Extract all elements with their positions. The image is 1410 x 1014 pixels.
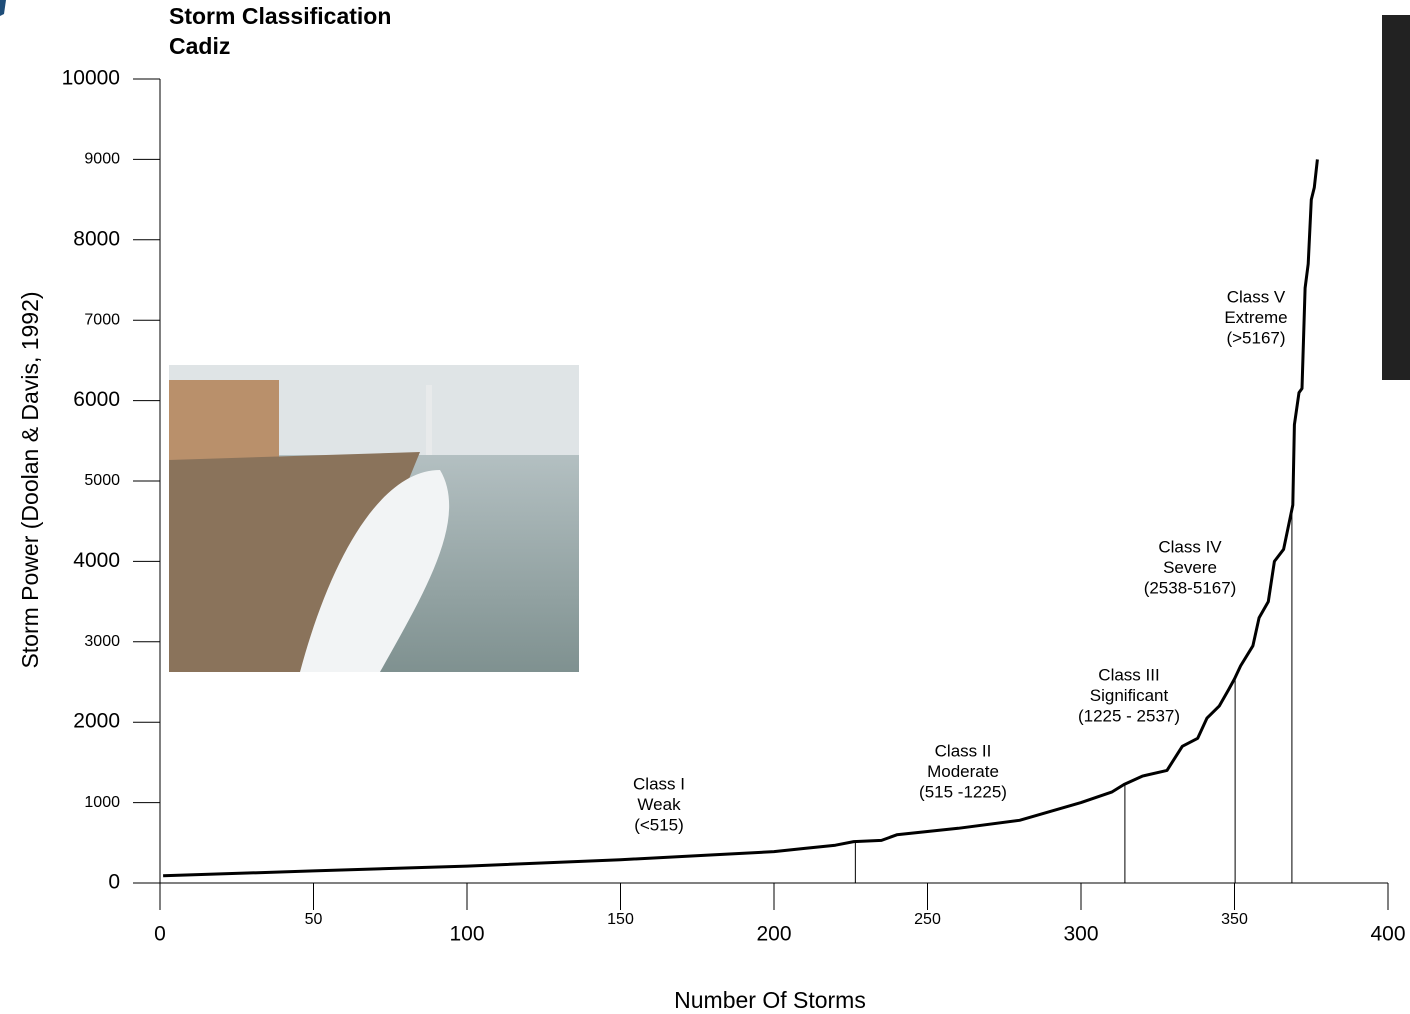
x-tick-label: 250 (914, 911, 941, 928)
class-annotation: Extreme (1224, 308, 1287, 327)
x-tick-label: 350 (1221, 911, 1248, 928)
chart-title: Storm Classification (169, 3, 391, 29)
class-annotation: (1225 - 2537) (1078, 706, 1180, 725)
class-annotation: Moderate (927, 762, 999, 781)
y-tick-label: 1000 (84, 794, 120, 811)
x-tick-label: 0 (154, 923, 166, 946)
chart: Storm Classification Cadiz Number Of Sto… (0, 0, 1410, 1014)
y-tick-label: 5000 (84, 472, 120, 489)
class-annotation: Class I (633, 774, 685, 793)
y-tick-label: 7000 (84, 311, 120, 328)
y-tick-label: 0 (108, 871, 120, 894)
x-tick-label: 300 (1063, 923, 1098, 946)
logo-fragment (0, 0, 6, 16)
y-axis-label: Storm Power (Doolan & Davis, 1992) (17, 291, 43, 668)
y-tick-label: 9000 (84, 151, 120, 168)
y-tick-label: 2000 (73, 710, 120, 733)
y-tick-label: 10000 (62, 67, 120, 90)
x-tick-label: 150 (607, 911, 634, 928)
class-annotation: Severe (1163, 558, 1217, 577)
x-tick-label: 400 (1370, 923, 1405, 946)
y-tick-label: 3000 (84, 633, 120, 650)
class-annotation: (>5167) (1226, 328, 1285, 347)
x-tick-label: 200 (756, 923, 791, 946)
class-annotation: (515 -1225) (919, 782, 1007, 801)
class-annotation: (<515) (634, 815, 684, 834)
y-tick-label: 8000 (73, 227, 120, 250)
x-axis-label: Number Of Storms (674, 987, 866, 1013)
x-tick-label: 100 (449, 923, 484, 946)
class-annotation: Class III (1098, 665, 1159, 684)
y-tick-label: 4000 (73, 549, 120, 572)
side-panel (1382, 15, 1410, 380)
class-annotation: Class IV (1158, 537, 1222, 556)
class-annotation: Significant (1090, 686, 1169, 705)
x-tick-label: 50 (305, 911, 323, 928)
class-annotation: Class V (1227, 287, 1286, 306)
y-tick-label: 6000 (73, 388, 120, 411)
class-annotation: (2538-5167) (1144, 578, 1237, 597)
class-annotation: Class II (935, 741, 992, 760)
chart-subtitle: Cadiz (169, 33, 230, 59)
class-annotation: Weak (637, 795, 681, 814)
photo (169, 365, 579, 672)
